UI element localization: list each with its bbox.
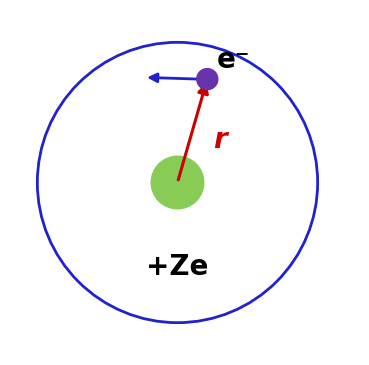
Text: r: r [213, 126, 226, 154]
Text: +Ze: +Ze [146, 253, 209, 281]
Circle shape [151, 156, 204, 209]
Text: e⁻: e⁻ [217, 46, 250, 74]
Circle shape [197, 69, 218, 90]
